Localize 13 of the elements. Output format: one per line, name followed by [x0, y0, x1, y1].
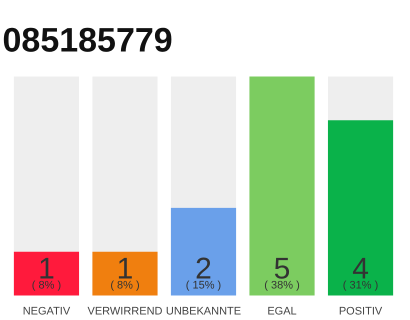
- x-tick-label: VERWIRREND: [88, 306, 163, 318]
- x-tick-label: NEGATIV: [22, 306, 71, 318]
- x-tick-label: POSITIV: [338, 306, 383, 318]
- chart-title: 085185779: [2, 22, 173, 60]
- annotation: ( 8% ): [110, 280, 140, 292]
- x-tick-label: EGAL: [267, 306, 297, 318]
- annotation: ( 8% ): [32, 280, 62, 292]
- annotation: ( 38% ): [264, 280, 300, 292]
- bar: [14, 252, 80, 296]
- bar: [92, 252, 158, 296]
- x-tick-label: UNBEKANNTE: [166, 306, 242, 318]
- annotation: ( 31% ): [342, 280, 378, 292]
- annotation: ( 15% ): [186, 280, 222, 292]
